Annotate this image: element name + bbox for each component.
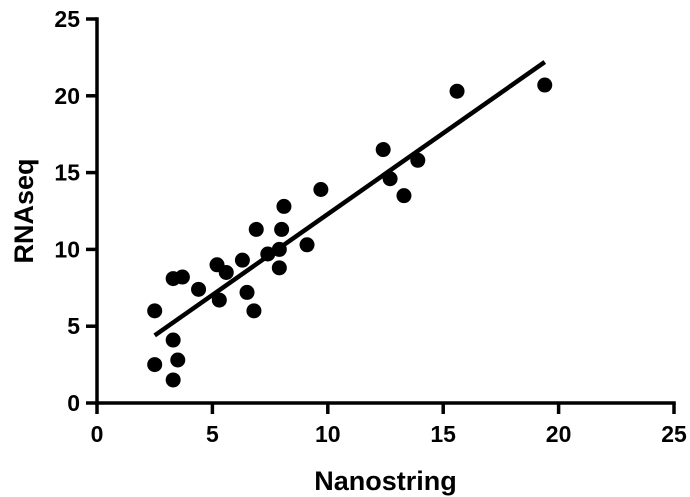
data-point (248, 221, 264, 237)
data-point (299, 237, 315, 253)
data-point (274, 221, 290, 237)
data-points (147, 77, 553, 388)
data-point (147, 357, 163, 373)
data-point (165, 372, 181, 388)
data-point (218, 264, 234, 280)
data-point (165, 332, 181, 348)
data-point (260, 246, 276, 262)
data-point (375, 142, 391, 158)
x-tick-label: 20 (546, 421, 572, 447)
y-tick-label: 25 (54, 6, 80, 32)
x-tick-label: 10 (315, 421, 341, 447)
data-point (396, 188, 412, 204)
data-point (170, 352, 186, 368)
data-point (246, 303, 262, 319)
data-point (234, 252, 250, 268)
data-point (276, 198, 292, 214)
x-axis-title: Nanostring (314, 466, 457, 496)
x-tick-label: 25 (661, 421, 687, 447)
data-point (313, 181, 329, 197)
y-tick-label: 0 (67, 390, 80, 416)
data-point (191, 281, 207, 297)
x-tick-label: 0 (91, 421, 104, 447)
data-point (382, 171, 398, 187)
data-point (271, 241, 287, 257)
y-tick-label: 15 (54, 160, 80, 186)
data-point (211, 292, 227, 308)
y-tick-label: 20 (54, 83, 80, 109)
data-point (271, 260, 287, 276)
x-ticks: 0 5 10 15 20 25 (91, 403, 687, 447)
data-point (147, 303, 163, 319)
data-point (449, 83, 465, 99)
data-point (537, 77, 553, 93)
data-point (174, 269, 190, 285)
y-axis-title: RNAseq (9, 158, 39, 263)
y-ticks: 0 5 10 15 20 25 (54, 6, 97, 416)
regression-line (153, 60, 547, 338)
y-tick-label: 5 (67, 313, 80, 339)
y-tick-label: 10 (54, 236, 80, 262)
axes (95, 17, 676, 405)
data-point (410, 152, 426, 168)
x-tick-label: 5 (206, 421, 219, 447)
data-point (239, 284, 255, 300)
x-tick-label: 15 (430, 421, 456, 447)
